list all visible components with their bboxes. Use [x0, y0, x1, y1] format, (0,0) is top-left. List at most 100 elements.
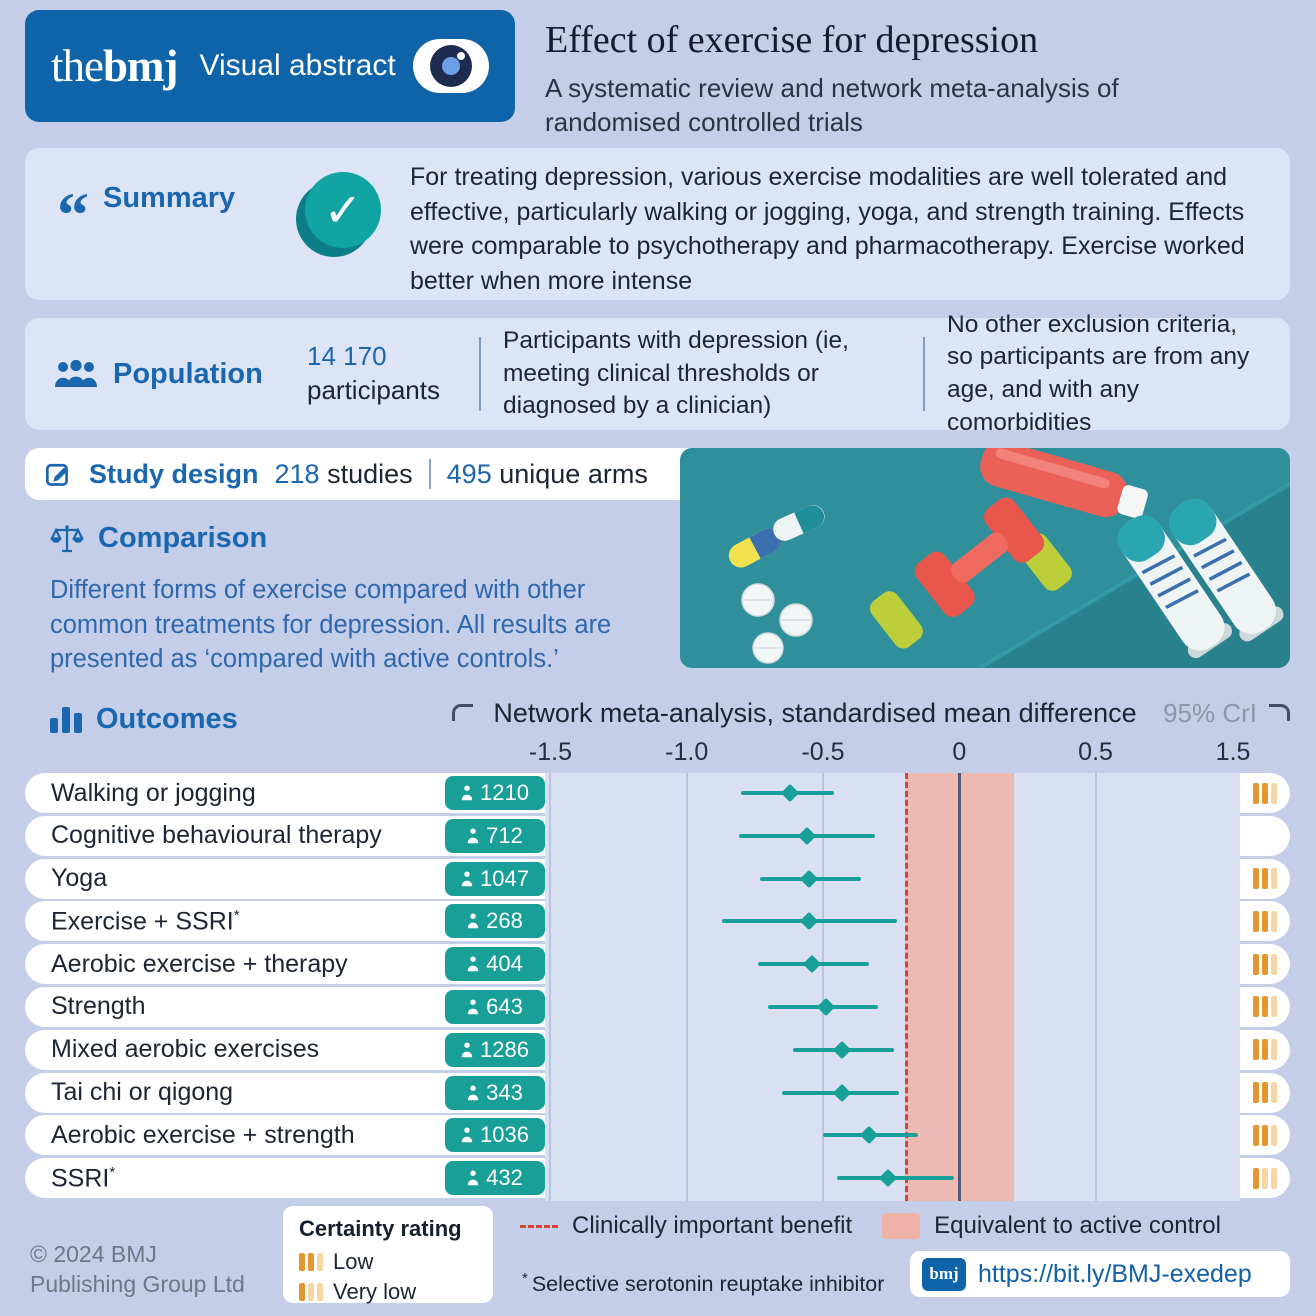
outcome-label: Mixed aerobic exercises [51, 1035, 320, 1064]
dashed-line-label: Clinically important benefit [572, 1212, 853, 1239]
certainty-legend: Certainty rating Low Very low [283, 1206, 493, 1305]
bmj-logo: thebmj [51, 40, 178, 92]
outcome-label: Strength [51, 992, 146, 1021]
outcome-label: Walking or jogging [51, 778, 256, 807]
page-subtitle: A systematic review and network meta-ana… [545, 73, 1119, 137]
certainty-legend-title: Certainty rating [299, 1216, 462, 1241]
title-block: Effect of exercise for depression A syst… [545, 18, 1285, 140]
plot-legend: Clinically important benefit Equivalent … [520, 1212, 1221, 1240]
certainty-bar [1271, 953, 1277, 975]
footnote-marker: * [522, 1270, 528, 1287]
participants-badge: 432 [445, 1161, 545, 1196]
certainty-bar [1253, 953, 1259, 975]
population-criteria: Participants with depression (ie, meetin… [503, 327, 849, 420]
certainty-bar [1253, 868, 1259, 890]
certainty-bar [1271, 1167, 1277, 1189]
outcome-label: SSRI* [51, 1163, 116, 1192]
outcome-label: Exercise + SSRI* [51, 906, 240, 936]
certainty-bar [1262, 953, 1268, 975]
outcome-plot-cell [545, 1030, 1240, 1070]
outcome-label-cell: Tai chi or qigong 343 [25, 1072, 545, 1113]
certainty-rating-bars [1253, 1082, 1277, 1104]
sneakers [1117, 498, 1284, 659]
outcomes-heading: Outcomes [96, 703, 238, 735]
participants-count: 712 [486, 822, 523, 848]
axis-tick-label: 1.5 [1215, 738, 1251, 766]
certainty-very-low-row: Very low [299, 1279, 477, 1305]
point-estimate-marker [832, 1040, 852, 1059]
participants-count: 268 [486, 908, 523, 934]
summary-heading-row: “ Summary [57, 178, 236, 250]
clinical-benefit-line [904, 773, 908, 1201]
certainty-cell [1240, 901, 1290, 942]
point-estimate-marker [797, 826, 816, 845]
outcome-label: Aerobic exercise + strength [51, 1120, 355, 1149]
outcome-label-cell: Exercise + SSRI* 268 [25, 901, 545, 942]
participants-badge: 1047 [445, 861, 545, 896]
visual-abstract-label: Visual abstract [199, 49, 396, 82]
certainty-bar [1253, 782, 1259, 804]
outcome-label-cell: Yoga 1047 [25, 858, 545, 899]
participants-total: 14 170 participants [307, 340, 457, 408]
axis-tick-row: -1.5 -1.0 -0.5 0 0.5 1.5 [529, 738, 1251, 768]
bar-chart-icon [50, 706, 82, 733]
study-link[interactable]: bmj https://bit.ly/BMJ-exedep [910, 1251, 1290, 1297]
certainty-very-low-label: Very low [333, 1279, 417, 1304]
person-icon [467, 828, 479, 843]
person-icon [467, 1085, 479, 1100]
studies-label: studies [327, 458, 413, 489]
certainty-bar [1262, 910, 1268, 932]
studies-value: 218 [274, 458, 320, 489]
outcome-plot-cell [545, 1073, 1240, 1113]
participants-count: 643 [486, 993, 523, 1019]
point-estimate-marker [860, 1126, 879, 1145]
eye-pupil [442, 57, 460, 75]
certainty-bar [1253, 996, 1259, 1018]
axis-title-row: Network meta-analysis, standardised mean… [452, 698, 1290, 729]
certainty-bar [1253, 1167, 1259, 1189]
outcome-plot-cell [545, 987, 1240, 1027]
outcomes-heading-row: Outcomes [50, 703, 238, 736]
certainty-bar [1262, 868, 1268, 890]
certainty-bar [1271, 1082, 1277, 1104]
gridline [1094, 773, 1097, 1201]
participants-count: 1286 [480, 1036, 529, 1062]
bracket-right-icon [1269, 704, 1290, 721]
certainty-bar [1271, 996, 1277, 1018]
credible-interval-label: 95% CrI [1163, 698, 1257, 728]
certainty-rating-bars-very-low [299, 1283, 323, 1301]
point-estimate-marker [781, 783, 800, 803]
outcome-plot-cell [545, 1158, 1240, 1198]
footnote-text: Selective serotonin reuptake inhibitor [531, 1272, 885, 1297]
population-heading-row: Population [53, 358, 285, 391]
arms-value: 495 [446, 458, 492, 489]
point-estimate-marker [816, 997, 835, 1017]
point-estimate-marker [879, 1168, 898, 1188]
population-section: Population 14 170 participants Participa… [25, 311, 1290, 436]
outcome-label-cell: Cognitive behavioural therapy 712 [25, 815, 545, 856]
outcome-label: Tai chi or qigong [51, 1078, 234, 1107]
certainty-cell [1240, 1158, 1290, 1199]
outcome-row: Exercise + SSRI* 268 [25, 901, 1290, 942]
summary-heading: Summary [103, 182, 236, 214]
certainty-low-label: Low [333, 1249, 374, 1274]
outcome-label: Aerobic exercise + therapy [51, 949, 348, 978]
participants-total-value: 14 170 [307, 341, 387, 372]
outcome-plot-cell [545, 901, 1240, 941]
link-url: https://bit.ly/BMJ-exedep [978, 1259, 1252, 1288]
pencil-icon [45, 463, 68, 486]
person-icon [467, 1170, 479, 1186]
certainty-bar [1253, 1124, 1259, 1146]
certainty-cell [1240, 1029, 1290, 1070]
person-icon [461, 871, 473, 886]
certainty-bar [1271, 782, 1277, 804]
outcome-plot-cell [545, 1115, 1240, 1155]
participants-count: 343 [486, 1079, 523, 1105]
outcome-label-cell: Mixed aerobic exercises 1286 [25, 1029, 545, 1070]
eye-iris [430, 45, 472, 87]
summary-section: “ Summary ✓ For treating depression, var… [25, 148, 1290, 300]
outcome-label-cell: Aerobic exercise + therapy 404 [25, 944, 545, 985]
population-exclusion: No other exclusion criteria, so particip… [947, 310, 1250, 436]
copyright: © 2024 BMJ Publishing Group Ltd [30, 1240, 245, 1300]
participants-count: 404 [486, 951, 523, 977]
